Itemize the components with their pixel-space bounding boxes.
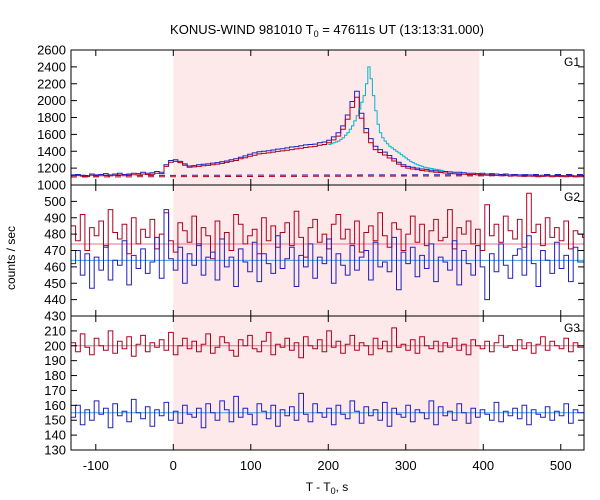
blue-counts-line bbox=[71, 209, 584, 301]
x-tick-label: 0 bbox=[170, 458, 177, 473]
title-main: KONUS-WIND 981010 T bbox=[170, 22, 314, 37]
panel-label: G3 bbox=[564, 321, 580, 335]
cyan-peak-line bbox=[328, 66, 445, 172]
y-tick-label: 500 bbox=[44, 194, 66, 209]
interval-shade bbox=[173, 50, 480, 185]
x-axis-label: T - T0, s bbox=[306, 480, 349, 496]
panel-label: G1 bbox=[564, 55, 580, 69]
y-tick-label: 140 bbox=[44, 428, 66, 443]
y-tick-label: 490 bbox=[44, 210, 66, 225]
y-tick-label: 430 bbox=[44, 309, 66, 324]
y-tick-label: 190 bbox=[44, 353, 66, 368]
y-tick-label: 460 bbox=[44, 259, 66, 274]
x-label-main: T - T bbox=[306, 480, 332, 494]
title-rest: = 47611s UT (13:13:31.000) bbox=[319, 22, 484, 37]
x-tick-label: 400 bbox=[472, 458, 494, 473]
title-subscript: 0 bbox=[314, 29, 319, 39]
x-tick-label: 100 bbox=[240, 458, 262, 473]
x-tick-label: 500 bbox=[550, 458, 572, 473]
y-tick-label: 170 bbox=[44, 383, 66, 398]
x-tick-label: 200 bbox=[317, 458, 339, 473]
y-tick-label: 210 bbox=[44, 323, 66, 338]
y-tick-label: 1600 bbox=[37, 127, 66, 142]
blue-background-line bbox=[70, 173, 585, 177]
panel-frame bbox=[70, 315, 585, 451]
y-tick-label: 480 bbox=[44, 227, 66, 242]
chart-title: KONUS-WIND 981010 T0 = 47611s UT (13:13:… bbox=[170, 22, 484, 39]
x-label-subscript: 0 bbox=[331, 486, 336, 496]
y-tick-label: 2400 bbox=[37, 59, 66, 74]
panels-group: 100012001400160018002000220024002600G143… bbox=[37, 43, 585, 473]
red-counts-line bbox=[71, 192, 584, 260]
y-axis-label: counts / sec bbox=[4, 226, 18, 290]
y-tick-label: 1000 bbox=[37, 178, 66, 193]
y-tick-label: 130 bbox=[44, 443, 66, 458]
y-tick-label: 2000 bbox=[37, 93, 66, 108]
y-tick-label: 150 bbox=[44, 413, 66, 428]
panel-label: G2 bbox=[564, 190, 580, 204]
x-tick-label: -100 bbox=[83, 458, 109, 473]
y-tick-label: 440 bbox=[44, 292, 66, 307]
y-tick-label: 1200 bbox=[37, 161, 66, 176]
x-label-rest: , s bbox=[336, 480, 349, 494]
red-counts-line bbox=[71, 327, 584, 359]
x-tick-label: 300 bbox=[395, 458, 417, 473]
y-tick-label: 1800 bbox=[37, 110, 66, 125]
blue-counts-line bbox=[71, 392, 584, 429]
y-tick-label: 2200 bbox=[37, 76, 66, 91]
blue-profile-line bbox=[71, 90, 584, 177]
y-tick-label: 180 bbox=[44, 368, 66, 383]
y-tick-label: 470 bbox=[44, 243, 66, 258]
y-tick-label: 2600 bbox=[37, 43, 66, 58]
y-tick-label: 1400 bbox=[37, 144, 66, 159]
y-tick-label: 160 bbox=[44, 398, 66, 413]
red-profile-line bbox=[71, 96, 584, 178]
y-tick-label: 200 bbox=[44, 338, 66, 353]
red-background-line bbox=[70, 175, 585, 178]
y-tick-label: 450 bbox=[44, 276, 66, 291]
